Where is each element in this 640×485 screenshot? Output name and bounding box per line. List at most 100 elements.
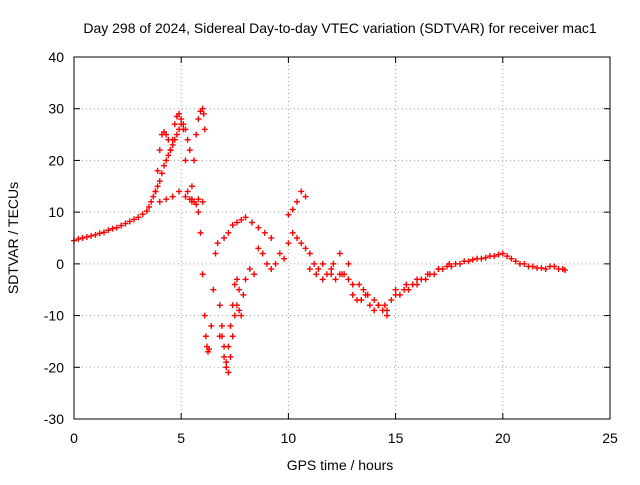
- data-point: [182, 193, 189, 200]
- chart-title: Day 298 of 2024, Sidereal Day-to-day VTE…: [83, 20, 596, 36]
- data-point: [302, 193, 309, 200]
- data-point: [339, 271, 345, 278]
- data-point: [223, 364, 230, 371]
- data-point: [285, 240, 292, 247]
- data-point: [231, 312, 238, 319]
- data-point: [186, 147, 193, 154]
- data-point: [446, 260, 453, 267]
- y-tick-label: 0: [56, 256, 64, 272]
- data-point: [161, 162, 168, 169]
- data-point: [499, 250, 506, 257]
- data-point: [422, 276, 429, 283]
- data-point: [263, 260, 270, 267]
- data-point: [289, 206, 296, 213]
- data-point: [154, 167, 161, 174]
- data-point: [146, 203, 153, 210]
- data-point: [191, 157, 198, 164]
- data-point: [169, 141, 176, 148]
- data-point: [315, 266, 322, 273]
- data-point: [216, 333, 223, 340]
- data-point: [221, 235, 228, 241]
- data-point: [218, 322, 225, 329]
- data-point: [375, 302, 382, 309]
- data-point: [414, 276, 421, 283]
- data-point: [176, 188, 183, 195]
- data-point: [381, 302, 388, 309]
- data-point: [180, 121, 187, 128]
- data-point: [313, 271, 320, 278]
- data-point: [261, 229, 268, 236]
- data-point: [199, 271, 206, 278]
- data-point: [171, 121, 178, 128]
- data-point: [435, 266, 442, 273]
- data-point: [319, 260, 326, 267]
- data-point: [238, 216, 245, 223]
- data-point: [96, 230, 103, 237]
- data-point: [206, 346, 213, 353]
- data-point: [139, 211, 146, 218]
- x-tick-label: 0: [70, 430, 78, 446]
- data-point: [233, 276, 240, 283]
- data-point: [504, 253, 511, 260]
- data-point: [195, 116, 202, 123]
- data-point: [109, 225, 116, 232]
- data-point: [293, 235, 300, 241]
- data-point: [122, 220, 129, 227]
- data-point: [246, 266, 253, 273]
- y-tick-label: 20: [48, 152, 64, 168]
- y-tick-label: 40: [48, 49, 64, 65]
- data-point: [238, 312, 245, 319]
- data-point: [306, 250, 313, 257]
- data-point: [384, 312, 391, 319]
- data-point: [542, 266, 549, 273]
- data-point: [356, 281, 363, 288]
- data-point: [268, 235, 275, 241]
- data-point: [150, 193, 157, 200]
- data-point: [236, 286, 243, 293]
- data-point: [561, 267, 568, 274]
- data-point: [199, 105, 206, 112]
- data-point: [336, 250, 343, 257]
- data-point: [216, 302, 223, 309]
- data-point: [242, 214, 249, 221]
- data-point: [495, 251, 502, 258]
- y-tick-label: 30: [48, 101, 64, 117]
- data-point: [328, 266, 335, 273]
- data-point: [255, 245, 262, 252]
- data-point: [311, 260, 318, 267]
- data-point: [364, 291, 371, 298]
- data-point: [156, 198, 163, 205]
- data-point: [360, 286, 367, 293]
- data-point: [165, 152, 172, 159]
- data-point: [195, 196, 202, 203]
- x-tick-label: 25: [602, 430, 618, 446]
- data-point: [167, 147, 174, 154]
- data-point: [478, 255, 485, 262]
- data-point: [371, 297, 378, 304]
- data-point: [424, 271, 431, 278]
- x-tick-label: 15: [388, 430, 404, 446]
- data-point: [214, 240, 221, 247]
- data-point: [227, 353, 234, 360]
- data-point: [105, 227, 112, 234]
- axis-ticks: 0 5 10 15 20 25 -30 -20 -10 0 10 20 30 40: [44, 49, 618, 446]
- data-point: [281, 255, 288, 262]
- y-tick-label: 10: [48, 204, 64, 220]
- data-point: [388, 297, 395, 304]
- grid-lines: [74, 57, 610, 419]
- data-point: [101, 229, 108, 236]
- data-point: [229, 302, 236, 309]
- data-point: [231, 281, 238, 288]
- y-axis-label: SDTVAR / TECUs: [5, 182, 21, 294]
- data-point: [200, 110, 207, 117]
- data-point: [156, 147, 163, 154]
- data-point: [345, 276, 352, 283]
- data-point: [366, 302, 373, 309]
- data-point: [173, 131, 180, 138]
- data-point: [298, 240, 305, 247]
- data-point: [255, 224, 262, 231]
- data-point: [330, 260, 337, 267]
- data-point: [195, 209, 202, 216]
- data-point: [229, 333, 236, 340]
